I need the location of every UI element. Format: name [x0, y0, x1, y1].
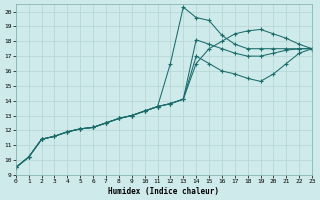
- X-axis label: Humidex (Indice chaleur): Humidex (Indice chaleur): [108, 187, 220, 196]
